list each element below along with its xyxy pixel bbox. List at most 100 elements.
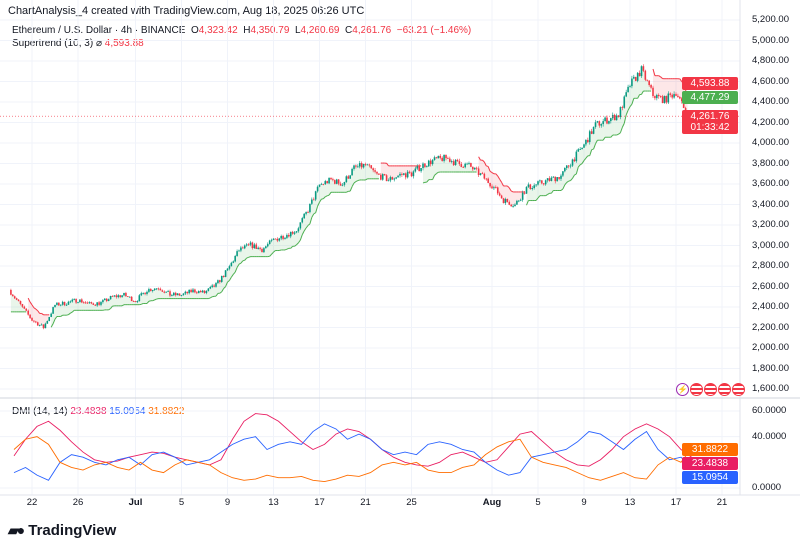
supertrend-segment	[152, 299, 155, 302]
candle-body	[594, 122, 597, 127]
candle-body	[71, 299, 74, 302]
supertrend-fill	[603, 119, 606, 141]
candle-body	[341, 184, 344, 186]
supertrend-fill	[104, 299, 107, 310]
candle-body	[289, 231, 292, 237]
supertrend-legend[interactable]: Supertrend (10, 3) ⌀ 4,593.88	[12, 38, 144, 49]
candle-body	[42, 324, 45, 329]
supertrend-segment	[365, 178, 368, 181]
candle-body	[542, 183, 545, 185]
supertrend-fill	[388, 165, 391, 181]
supertrend-fill	[14, 297, 17, 312]
supertrend-segment	[35, 308, 39, 312]
candle-body	[462, 167, 465, 168]
candle-body	[282, 236, 284, 239]
candle-body	[249, 242, 252, 245]
supertrend-fill	[252, 245, 255, 257]
candle-body	[389, 177, 392, 181]
candle-body	[429, 160, 432, 165]
candle-body	[75, 298, 77, 303]
candle-body	[523, 192, 526, 194]
candle-body	[29, 314, 31, 319]
candle-body	[13, 296, 16, 299]
candle-body	[82, 302, 85, 304]
tradingview-logo[interactable]: ▰● TradingView	[8, 522, 116, 539]
supertrend-segment	[386, 162, 389, 167]
supertrend-fill	[164, 292, 167, 299]
us-flag-event-icon[interactable]	[718, 383, 731, 396]
candle-body	[288, 234, 290, 237]
candle-body	[265, 246, 267, 249]
supertrend-segment	[551, 190, 554, 194]
candle-body	[679, 97, 681, 99]
supertrend-segment	[658, 75, 661, 78]
candle-body	[548, 178, 551, 181]
supertrend-fill	[434, 157, 437, 176]
supertrend-fill	[62, 303, 65, 316]
supertrend-fill	[340, 184, 343, 193]
candle-body	[12, 294, 14, 297]
supertrend-segment	[41, 313, 44, 316]
hidden-eye-icon[interactable]: ⌀	[95, 38, 102, 49]
supertrend-fill	[382, 163, 385, 177]
candle-body	[587, 139, 589, 143]
supertrend-fill	[286, 235, 289, 250]
candle-body	[163, 291, 166, 293]
time-tick-label: 9	[581, 497, 587, 508]
supertrend-segment	[436, 171, 439, 174]
price-tick-label: 2,600.00	[752, 280, 789, 292]
supertrend-fill	[135, 301, 138, 305]
us-flag-event-icon[interactable]	[704, 383, 717, 396]
candle-body	[31, 318, 33, 321]
supertrend-fill	[503, 185, 506, 202]
symbol-name[interactable]: Ethereum / U.S. Dollar · 4h · BINANCE	[12, 25, 186, 36]
supertrend-fill	[66, 303, 69, 316]
candle-body	[263, 248, 265, 253]
candle-body	[303, 213, 305, 219]
candle-body	[209, 286, 212, 289]
candle-body	[556, 177, 558, 182]
supertrend-segment	[246, 256, 249, 259]
us-flag-event-icon[interactable]	[732, 383, 745, 396]
supertrend-fill	[539, 180, 542, 196]
time-tick-label: 21	[360, 497, 371, 508]
supertrend-fill	[256, 246, 259, 257]
candle-body	[387, 180, 390, 182]
supertrend-segment	[497, 175, 501, 180]
supertrend-segment	[422, 181, 426, 184]
candle-body	[506, 198, 509, 203]
candle-body	[337, 179, 340, 184]
supertrend-fill	[143, 293, 146, 304]
candle-body	[318, 184, 321, 187]
candle-body	[21, 304, 24, 307]
candle-body	[322, 183, 325, 185]
supertrend-segment	[353, 181, 357, 184]
supertrend-fill	[102, 299, 105, 311]
supertrend-segment	[547, 192, 550, 195]
candle-body	[58, 302, 60, 306]
lightning-event-icon[interactable]: ⚡	[676, 383, 689, 396]
supertrend-segment	[273, 250, 276, 253]
supertrend-fill	[518, 191, 521, 201]
supertrend-segment	[29, 301, 33, 306]
candle-body	[324, 181, 327, 185]
supertrend-fill	[630, 82, 632, 107]
supertrend-value: 4,593.88	[104, 38, 144, 49]
supertrend-fill	[16, 298, 19, 312]
supertrend-segment	[568, 180, 571, 182]
supertrend-fill	[87, 302, 90, 311]
supertrend-fill	[401, 165, 404, 175]
us-flag-event-icon[interactable]	[690, 383, 703, 396]
logo-text: TradingView	[28, 522, 117, 539]
candle-body	[155, 288, 158, 290]
supertrend-segment	[591, 148, 594, 151]
supertrend-segment	[141, 303, 144, 305]
supertrend-segment	[37, 310, 41, 314]
supertrend-fill	[212, 286, 215, 297]
supertrend-fill	[394, 165, 397, 180]
supertrend-fill	[559, 177, 561, 191]
candle-body	[238, 250, 240, 252]
supertrend-price-badge: 4,593.88	[682, 77, 738, 90]
candle-body	[48, 316, 51, 321]
